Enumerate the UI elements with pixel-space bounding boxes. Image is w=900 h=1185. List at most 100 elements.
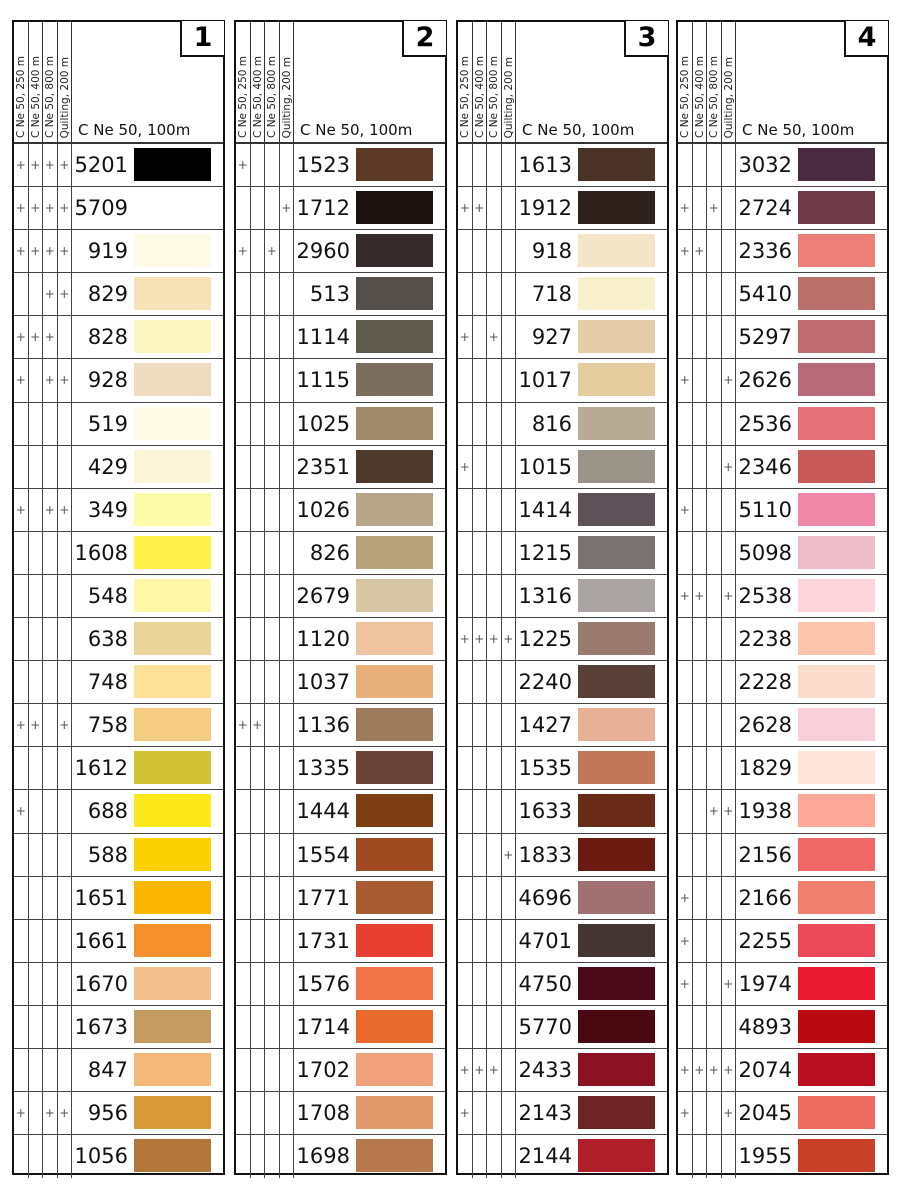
availability-mark: + (14, 316, 29, 359)
availability-mark (707, 1135, 722, 1179)
availability-mark (265, 962, 280, 1005)
color-row: 1829 (678, 747, 887, 791)
availability-mark (707, 747, 722, 790)
availability-mark (58, 402, 72, 445)
availability-mark (707, 833, 722, 876)
availability-mark: + (458, 1092, 473, 1135)
color-row: + + + +5201 (14, 144, 223, 188)
availability-mark (722, 919, 736, 962)
availability-mark (43, 445, 58, 488)
availability-mark (678, 747, 693, 790)
availability-mark (280, 144, 294, 187)
availability-mark (236, 1005, 251, 1048)
availability-mark (722, 316, 736, 359)
color-row: +2346 (678, 445, 887, 489)
availability-mark: + (722, 359, 736, 402)
availability-mark (502, 574, 516, 618)
availability-mark (458, 1005, 473, 1048)
availability-mark: + (43, 273, 58, 316)
availability-mark (722, 531, 736, 574)
color-swatch (356, 277, 433, 311)
header-col1: C Ne 50, 250 m (678, 22, 693, 142)
availability-mark: + (722, 1048, 736, 1092)
color-row: + +2724 (678, 187, 887, 231)
color-code: 956 (87, 1101, 128, 1126)
availability-mark (693, 488, 707, 531)
availability-mark: + (43, 1092, 58, 1135)
color-swatch (578, 1096, 655, 1130)
availability-mark: + (14, 1092, 29, 1135)
header-col3: C Ne 50, 800 m (707, 22, 722, 142)
availability-mark: + (458, 445, 473, 488)
availability-mark (280, 876, 294, 919)
color-code: 826 (309, 540, 350, 565)
color-row: + + +2538 (678, 574, 887, 619)
availability-mark (693, 402, 707, 445)
color-swatch (356, 622, 433, 656)
color-row: 638 (14, 618, 223, 662)
availability-mark (502, 704, 516, 747)
availability-mark (236, 661, 251, 704)
color-code: 1444 (296, 799, 350, 824)
color-code: 5201 (74, 153, 128, 177)
availability-mark (458, 574, 473, 618)
color-code: 429 (87, 454, 128, 479)
color-row: 1335 (236, 747, 445, 791)
availability-mark: + (58, 359, 72, 402)
availability-mark (707, 144, 722, 187)
color-code: 5770 (518, 1014, 572, 1039)
availability-mark (707, 488, 722, 531)
availability-mark (251, 962, 265, 1005)
color-swatch (134, 1009, 211, 1043)
header-main-label: C Ne 50, 100m (300, 121, 413, 139)
color-swatch (798, 665, 875, 699)
availability-mark (458, 876, 473, 919)
color-code: 1771 (296, 885, 350, 910)
availability-mark: + (43, 144, 58, 187)
color-code: 1702 (296, 1057, 350, 1082)
header-label: Quilting, 200 m (722, 56, 735, 138)
color-swatch (578, 191, 655, 225)
availability-mark (265, 316, 280, 359)
color-swatch (356, 708, 433, 742)
availability-mark (251, 833, 265, 876)
availability-mark: + (29, 230, 43, 273)
color-swatch (134, 966, 211, 1000)
availability-mark: + (43, 316, 58, 359)
color-row: 2351 (236, 445, 445, 489)
availability-mark (280, 919, 294, 962)
availability-mark (678, 833, 693, 876)
availability-mark (473, 962, 487, 1005)
color-code: 5709 (74, 196, 128, 221)
availability-mark (251, 1092, 265, 1135)
availability-mark (280, 531, 294, 574)
color-swatch (798, 1096, 875, 1130)
availability-mark (678, 445, 693, 488)
color-swatch (578, 277, 655, 311)
availability-mark (487, 1005, 502, 1048)
availability-mark (29, 359, 43, 402)
color-row: 1670 (14, 962, 223, 1006)
color-swatch (798, 1052, 875, 1086)
availability-mark (487, 187, 502, 230)
color-row: + + +349 (14, 488, 223, 532)
color-swatch (798, 794, 875, 828)
availability-mark (458, 359, 473, 402)
availability-mark (236, 747, 251, 790)
header-label: C Ne 50, 250 m (15, 56, 27, 138)
color-row: + + + +5709 (14, 187, 223, 231)
availability-mark (58, 1135, 72, 1179)
color-code: 1535 (518, 756, 572, 781)
availability-mark: + (58, 488, 72, 531)
availability-mark (678, 704, 693, 747)
color-swatch (134, 923, 211, 957)
availability-mark (280, 574, 294, 618)
availability-mark (236, 618, 251, 661)
availability-mark (265, 1005, 280, 1048)
availability-mark (678, 316, 693, 359)
color-swatch (134, 880, 211, 914)
color-swatch (134, 363, 211, 397)
